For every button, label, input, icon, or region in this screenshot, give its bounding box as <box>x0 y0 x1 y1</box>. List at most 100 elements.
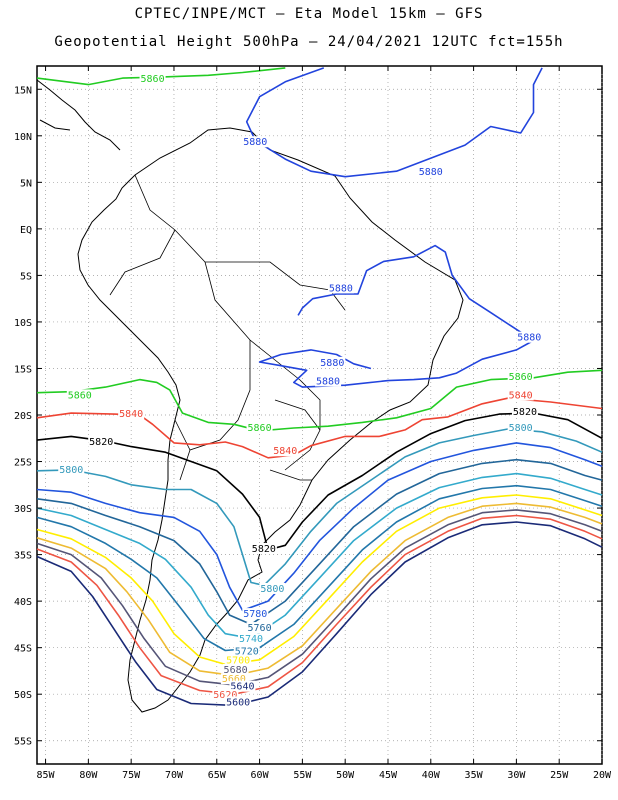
contour-label-bg <box>259 582 286 594</box>
lon-tick-label: 65W <box>208 770 227 781</box>
contour-label-bg <box>139 72 166 84</box>
lat-tick-label: 40S <box>14 597 32 608</box>
lon-tick-label: 80W <box>79 770 98 781</box>
contour-5600 <box>36 521 603 707</box>
contour-label: 5880 <box>419 167 443 178</box>
central-america-coastline <box>36 79 121 151</box>
contour-label-bg <box>242 608 269 620</box>
contour-label-bg <box>516 331 543 343</box>
contour-5660 <box>36 509 603 686</box>
axis-ticks: 15N 10N 5N EQ 5S 10S 15S 20S 25S 30S 35S 40S 45S 50S 5… <box>14 66 612 781</box>
chart-title-line1: CPTEC/INPE/MCT – Eta Model 15km – GFS <box>134 6 484 22</box>
contour-5860 <box>36 369 603 432</box>
lat-tick-label: 30S <box>14 504 32 515</box>
lat-tick-label: 45S <box>14 644 32 655</box>
contour-5880 <box>258 244 535 388</box>
contour-label-bg <box>229 680 256 692</box>
contour-lines <box>36 67 603 707</box>
contour-label-bg <box>246 622 273 634</box>
lon-tick-label: 60W <box>251 770 270 781</box>
contour-label-bg <box>233 645 260 657</box>
contour-label-bg <box>511 406 538 418</box>
lon-tick-label: 85W <box>37 770 56 781</box>
lon-tick-label: 20W <box>593 770 612 781</box>
lon-tick-label: 70W <box>165 770 184 781</box>
lon-tick-label: 45W <box>379 770 398 781</box>
contour-5880 <box>245 67 543 178</box>
contour-label: 5860 <box>68 390 92 401</box>
contour-label-bg <box>242 136 269 148</box>
contour-label: 5800 <box>509 423 533 434</box>
contour-label: 5820 <box>89 437 113 448</box>
lat-tick-label: 20S <box>14 411 32 422</box>
contour-label: 5860 <box>509 372 533 383</box>
contour-label: 5860 <box>248 423 272 434</box>
contour-5720 <box>36 484 603 652</box>
contour-label: 5780 <box>243 609 267 620</box>
contour-label-bg <box>225 654 252 666</box>
contour-label: 5760 <box>248 623 272 634</box>
contour-label: 5840 <box>509 390 533 401</box>
contour-label-bg <box>507 389 534 401</box>
contour-label: 5840 <box>273 446 297 457</box>
contour-label: 5600 <box>226 698 250 709</box>
contour-label: 5720 <box>235 646 259 657</box>
lon-tick-label: 35W <box>465 770 484 781</box>
lon-tick-label: 50W <box>336 770 355 781</box>
contour-label-bg <box>225 696 252 708</box>
contour-5640 <box>36 514 603 695</box>
lat-tick-label: 5N <box>20 178 32 189</box>
contour-label: 5620 <box>213 690 237 701</box>
lat-tick-label: 35S <box>14 551 32 562</box>
contour-label: 5820 <box>513 407 537 418</box>
contour-label: 5880 <box>320 358 344 369</box>
lat-tick-label: EQ <box>20 225 32 236</box>
contour-label-bg <box>417 166 444 178</box>
lat-tick-label: 15S <box>14 364 32 375</box>
contour-label-bg <box>507 370 534 382</box>
contour-5760 <box>36 458 603 626</box>
lon-tick-label: 25W <box>550 770 569 781</box>
contour-label: 5800 <box>59 465 83 476</box>
contour-5680 <box>36 502 603 677</box>
contour-label-bg <box>222 663 249 675</box>
contour-5800 <box>36 428 603 587</box>
chart-title-line2: Geopotential Height 500hPa – 24/04/2021 … <box>54 34 564 50</box>
contour-label: 5820 <box>252 544 276 555</box>
contour-label-bg <box>272 445 299 457</box>
contour-label: 5700 <box>226 656 250 667</box>
country-borders <box>109 174 346 481</box>
lat-tick-label: 15N <box>14 85 32 96</box>
contour-label-bg <box>327 282 354 294</box>
lat-tick-label: 25S <box>14 458 32 469</box>
lon-tick-label: 30W <box>507 770 526 781</box>
contour-label: 5660 <box>222 674 246 685</box>
contour-5700 <box>36 494 603 666</box>
contour-label-bg <box>220 673 247 685</box>
lon-tick-label: 40W <box>422 770 441 781</box>
lat-tick-label: 55S <box>14 737 32 748</box>
contour-label: 5860 <box>141 74 165 85</box>
contour-label-bg <box>315 375 342 387</box>
contour-label-bg <box>88 435 115 447</box>
contour-label-bg <box>238 633 265 645</box>
lon-tick-label: 55W <box>293 770 312 781</box>
contour-labels: 5860 5880 5880 5880 5880 5880 5880 5860 5860 5860… <box>58 72 543 709</box>
lat-tick-label: 5S <box>20 271 32 282</box>
contour-label: 5840 <box>119 409 143 420</box>
contour-label: 5880 <box>517 333 541 344</box>
contour-label: 5880 <box>316 376 340 387</box>
contour-label-bg <box>58 463 85 475</box>
contour-label-bg <box>212 689 239 701</box>
contour-5820 <box>36 412 603 551</box>
contour-label-bg <box>250 542 277 554</box>
contour-label-bg <box>319 356 346 368</box>
lat-tick-label: 10S <box>14 318 32 329</box>
lat-tick-label: 10N <box>14 132 32 143</box>
contour-5740 <box>36 472 603 640</box>
contour-label: 5740 <box>239 634 263 645</box>
contour-label: 5880 <box>329 283 353 294</box>
contour-label-bg <box>66 389 93 401</box>
lon-tick-label: 75W <box>122 770 141 781</box>
